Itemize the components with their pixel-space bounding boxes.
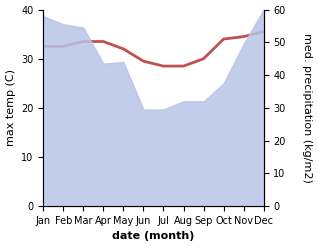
Y-axis label: max temp (C): max temp (C): [5, 69, 16, 146]
Y-axis label: med. precipitation (kg/m2): med. precipitation (kg/m2): [302, 33, 313, 183]
X-axis label: date (month): date (month): [112, 231, 195, 242]
